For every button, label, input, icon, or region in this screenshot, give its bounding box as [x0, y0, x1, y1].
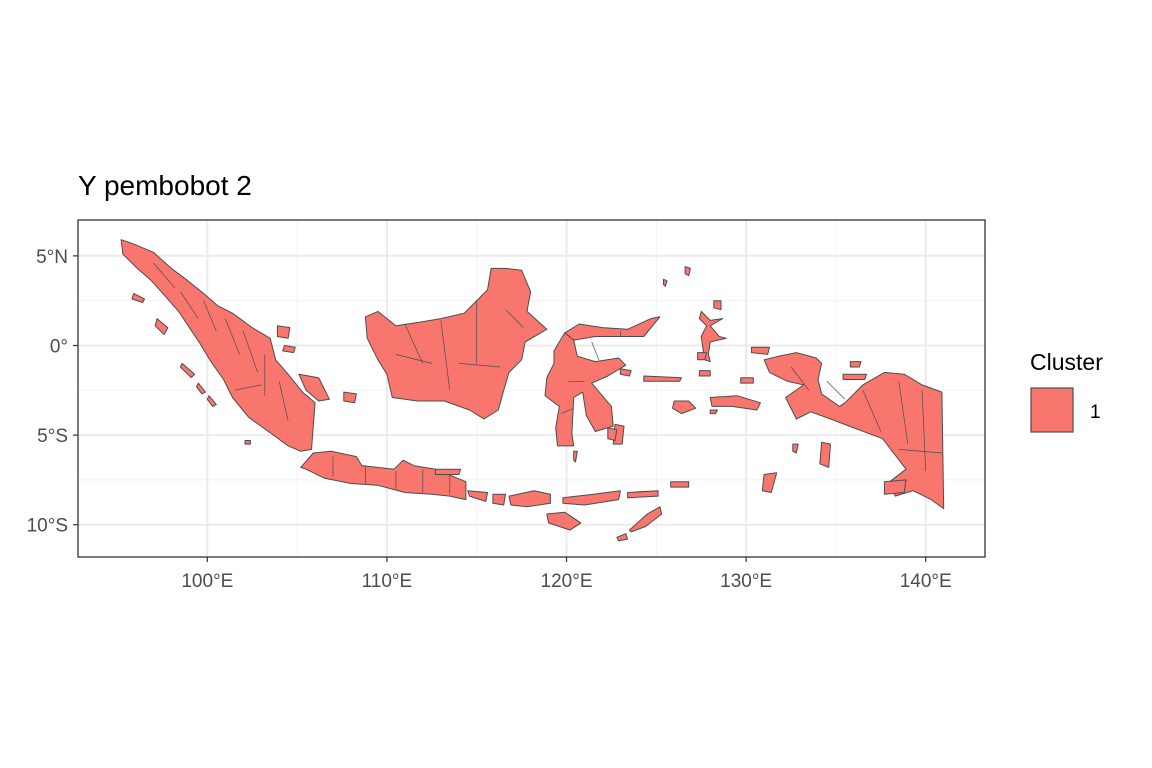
region-sumbawa [508, 490, 551, 508]
legend-label-1: 1 [1090, 402, 1101, 423]
region-sulawesi-north [564, 316, 661, 341]
x-tick-label: 130°E [720, 571, 772, 592]
region-morotai [713, 300, 722, 311]
y-tick-label: 5°N [36, 247, 68, 268]
region-flores [562, 490, 621, 506]
admin-boundary [560, 407, 574, 414]
region-bacan [697, 352, 708, 361]
admin-boundary [180, 291, 199, 319]
y-tick-label: 10°S [27, 516, 68, 537]
region-sumatra [120, 239, 316, 452]
region-pagai [206, 395, 217, 407]
region-sumba [546, 511, 582, 531]
region-waigeo [751, 346, 770, 355]
region-misool [740, 377, 754, 384]
region-tanimbar [761, 472, 778, 493]
region-java [300, 450, 467, 501]
admin-boundary [440, 320, 451, 391]
region-obi [698, 370, 711, 377]
admin-boundary [591, 341, 600, 360]
admin-boundary [234, 384, 262, 391]
region-lombok [492, 493, 506, 506]
region-madura [434, 468, 462, 475]
admin-boundary [458, 363, 501, 368]
admin-boundary [153, 262, 176, 289]
admin-boundary [395, 354, 432, 364]
x-tick-label: 110°E [362, 571, 413, 592]
admin-boundary [505, 309, 524, 328]
x-tick-label: 140°E [900, 571, 952, 592]
region-rote [616, 533, 629, 542]
panel-border [77, 219, 986, 558]
axis-ticks: 100°E 110°E 120°E 130°E 140°E 5°N 0° 5°S 10°S [27, 247, 952, 592]
region-timor [628, 506, 663, 533]
x-tick-label: 120°E [541, 571, 593, 592]
region-enggano [244, 440, 251, 445]
region-alor [627, 490, 659, 499]
region-halmahera [698, 310, 727, 363]
region-buru [672, 400, 697, 415]
region-lingga [282, 345, 296, 354]
region-nias [154, 318, 169, 336]
region-kalimantan [364, 267, 548, 420]
region-kei [792, 443, 799, 454]
admin-boundary [921, 390, 927, 472]
region-muna [607, 427, 618, 441]
region-belitung [343, 391, 357, 404]
region-simeulue [131, 293, 145, 303]
admin-boundary [898, 381, 909, 445]
admin-boundary [224, 318, 240, 355]
admin-boundary [278, 381, 289, 421]
region-talaud [684, 266, 691, 277]
region-seram [709, 395, 761, 411]
region-riau-islands [276, 325, 291, 339]
y-tick-label: 0° [50, 336, 68, 357]
region-wetar [670, 481, 690, 488]
region-ambon [709, 409, 718, 415]
admin-boundary [203, 300, 217, 332]
region-dolak [883, 479, 907, 495]
region-sula [643, 375, 682, 382]
region-yapen [842, 373, 867, 380]
region-selayar [573, 450, 578, 463]
admin-boundary [242, 330, 258, 373]
region-sipora [196, 382, 206, 395]
admin-boundary [826, 381, 846, 400]
region-bali [467, 490, 488, 502]
admin-boundary [862, 390, 882, 432]
region-bangka [298, 373, 330, 402]
land-regions [120, 239, 945, 542]
chart-title: Y pembobot 2 [78, 170, 252, 201]
region-aru [819, 441, 831, 468]
admin-boundary [898, 449, 942, 454]
region-siberut [179, 362, 196, 379]
legend-title: Cluster [1030, 349, 1103, 375]
legend-key-1 [1030, 387, 1074, 433]
region-biak [849, 361, 862, 368]
region-sangihe [663, 278, 668, 287]
x-tick-label: 100°E [181, 571, 233, 592]
region-sulawesi-main [544, 332, 627, 447]
admin-boundary [404, 323, 424, 364]
region-papua [763, 352, 945, 510]
admin-boundary [790, 366, 810, 391]
region-banggai [619, 368, 632, 377]
y-tick-label: 5°S [37, 426, 68, 447]
legend: Cluster 1 [1030, 349, 1103, 433]
